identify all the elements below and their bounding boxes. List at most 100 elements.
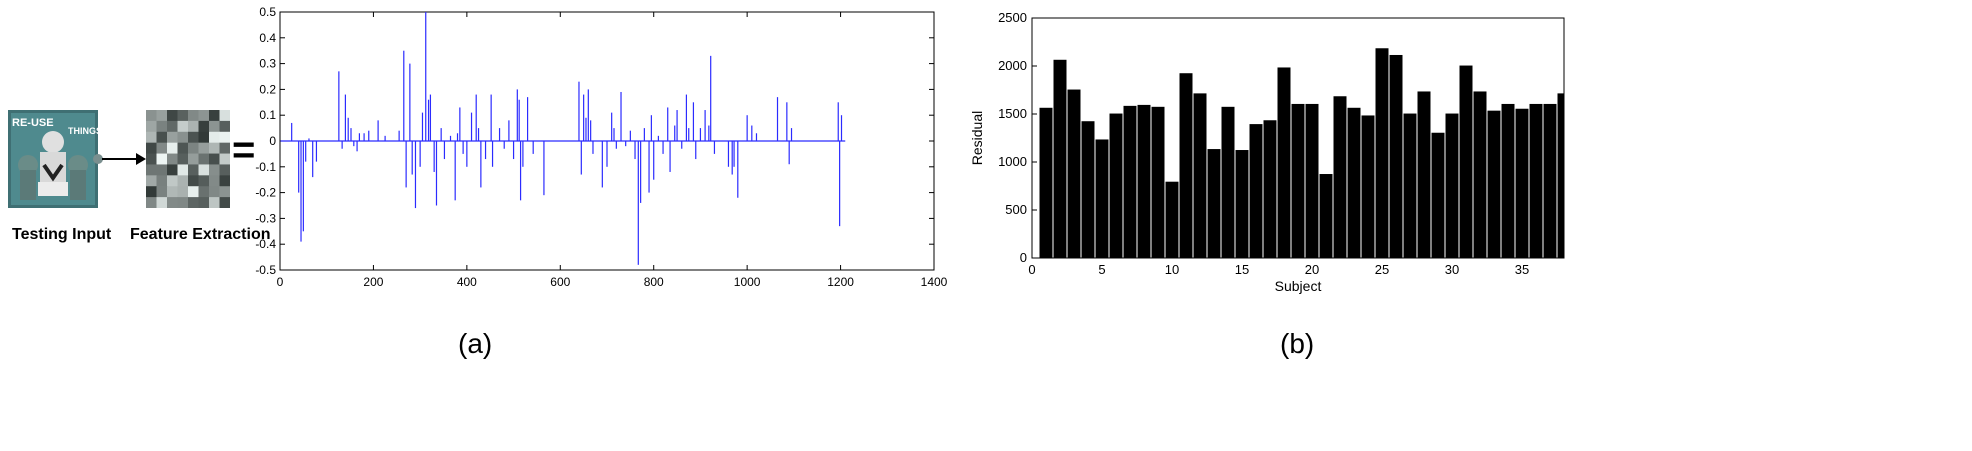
y-tick-label: 1500	[998, 106, 1027, 121]
mosaic-cell	[167, 197, 178, 208]
y-tick-label: -0.3	[255, 211, 276, 225]
caption-a: (a)	[458, 328, 493, 359]
bar	[1318, 173, 1334, 259]
mosaic-cell	[188, 131, 199, 144]
bar	[1486, 109, 1502, 259]
mosaic-cell	[219, 197, 230, 208]
plot-frame	[1031, 17, 1565, 259]
testing-input-label: Testing Input	[12, 226, 112, 243]
y-tick-label: 1000	[998, 154, 1027, 169]
mosaic-cell	[156, 153, 168, 165]
bar	[1430, 131, 1446, 259]
mosaic-cell	[167, 186, 178, 198]
x-axis-label: Subject	[1275, 278, 1322, 294]
mosaic-cell	[209, 110, 220, 122]
mosaic-cell	[188, 197, 199, 208]
mosaic-cell	[156, 186, 168, 198]
mosaic-cell	[209, 164, 220, 176]
y-tick-label: -0.4	[255, 237, 276, 251]
bar	[1094, 138, 1110, 259]
y-tick-label: -0.2	[255, 186, 276, 200]
mosaic-cell	[177, 153, 189, 165]
mosaic-cell	[219, 142, 230, 155]
mosaic-cell	[177, 120, 189, 133]
mosaic-cell	[198, 110, 210, 122]
mosaic-cell	[188, 164, 199, 176]
y-tick-label: 0.2	[259, 82, 276, 96]
bar	[1346, 106, 1362, 259]
bar	[1528, 102, 1544, 259]
mosaic-cell	[209, 142, 220, 155]
mosaic-cell	[219, 153, 230, 165]
mosaic-cell	[209, 120, 220, 133]
bar	[1542, 102, 1558, 259]
mosaic-cell	[167, 131, 178, 144]
mosaic-cell	[188, 175, 199, 187]
y-tick-label: 2000	[998, 58, 1027, 73]
bar	[1304, 102, 1320, 259]
mosaic-cell	[219, 110, 230, 122]
x-tick-label: 30	[1445, 262, 1459, 277]
mosaic-cell	[177, 197, 189, 208]
bar	[1136, 103, 1152, 259]
mosaic-cell	[188, 186, 199, 198]
bar	[1360, 114, 1376, 259]
mosaic-cell	[209, 131, 220, 144]
y-tick-label: 0	[1020, 250, 1027, 265]
arrow-icon	[93, 153, 146, 165]
bar	[1052, 58, 1068, 259]
mosaic-cell	[209, 175, 220, 187]
mosaic-cell	[146, 131, 157, 144]
mosaic-cell	[167, 120, 178, 133]
mosaic-cell	[198, 142, 210, 155]
caption-b: (b)	[1280, 328, 1315, 359]
bar	[1178, 72, 1194, 259]
y-tick-label: 0.1	[259, 108, 276, 122]
mosaic-cell	[209, 197, 220, 208]
residual-bar-chart: 0 5 10 15 20 25 30 35 0 500 1000 1500 2000 2500 Subjec…	[969, 10, 1565, 294]
mosaic-cell	[167, 110, 178, 122]
bar	[1458, 64, 1474, 259]
bar	[1220, 105, 1236, 259]
mosaic-cell	[146, 153, 157, 165]
bar	[1374, 47, 1390, 259]
poster-text-left: RE-USE	[12, 117, 54, 129]
mosaic-cell	[188, 120, 199, 133]
mosaic-cell	[198, 164, 210, 176]
mosaic-cell	[177, 175, 189, 187]
bar	[1388, 53, 1404, 259]
mosaic-cell	[146, 120, 157, 133]
mosaic-cell	[177, 164, 189, 176]
x-tick-label: 35	[1515, 262, 1529, 277]
mosaic-cell	[167, 175, 178, 187]
mosaic-cell	[219, 120, 230, 133]
bar	[1472, 90, 1488, 259]
x-tick-label: 20	[1305, 262, 1319, 277]
bar	[1192, 92, 1208, 259]
poster-text-right: THINGS	[68, 126, 98, 136]
y-tick-label: -0.1	[255, 160, 276, 174]
mosaic-cell	[156, 164, 168, 176]
x-tick-label: 1400	[921, 275, 948, 289]
mosaic-cell	[219, 164, 230, 176]
x-tick-label: 15	[1235, 262, 1249, 277]
mosaic-cell	[177, 110, 189, 122]
equals-sign: =	[232, 128, 256, 172]
bar	[1038, 106, 1054, 259]
y-tick-label: 0.4	[259, 31, 276, 45]
mosaic-cell	[167, 153, 178, 165]
bar	[1556, 92, 1565, 259]
x-tick-label: 400	[457, 275, 477, 289]
mosaic-cell	[146, 142, 157, 155]
bar	[1276, 66, 1292, 259]
y-tick-label: 0.5	[259, 5, 276, 19]
bar	[1080, 120, 1096, 259]
x-tick-label: 0	[277, 275, 284, 289]
x-tick-label: 600	[550, 275, 570, 289]
testing-input-image: RE-USE THINGS	[8, 110, 98, 208]
bar	[1500, 102, 1516, 259]
feature-extraction-image	[146, 110, 230, 208]
y-tick-label: -0.5	[255, 263, 276, 277]
x-tick-label: 10	[1165, 262, 1179, 277]
mosaic-cell	[209, 153, 220, 165]
